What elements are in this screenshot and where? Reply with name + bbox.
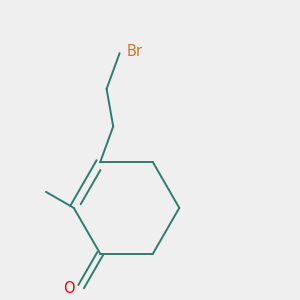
Text: Br: Br bbox=[126, 44, 142, 59]
Text: O: O bbox=[64, 280, 75, 296]
